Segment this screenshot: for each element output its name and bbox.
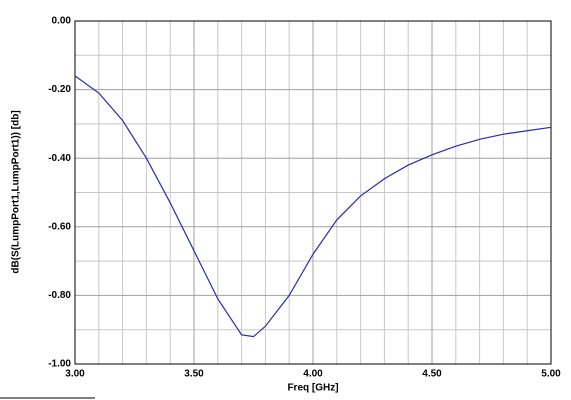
y-tick-label: -0.80 [48, 290, 71, 301]
x-tick-label: 3.00 [65, 369, 85, 380]
x-tick-label: 5.00 [541, 369, 561, 380]
y-tick-label: -0.20 [48, 84, 71, 95]
y-tick-label: -0.40 [48, 153, 71, 164]
y-axis-label: dB(S(LumpPort1,LumpPort1)) [db] [11, 110, 22, 273]
y-tick-label: -1.00 [48, 359, 71, 370]
x-tick-label: 4.00 [303, 369, 323, 380]
data-line [74, 75, 552, 338]
x-axis-label: Freq [GHz] [287, 383, 338, 394]
x-tick-label: 4.50 [422, 369, 442, 380]
x-tick-label: 3.50 [184, 369, 204, 380]
plot-frame [74, 20, 552, 365]
y-tick-label: -0.60 [48, 221, 71, 232]
y-tick-label: 0.00 [52, 16, 72, 27]
